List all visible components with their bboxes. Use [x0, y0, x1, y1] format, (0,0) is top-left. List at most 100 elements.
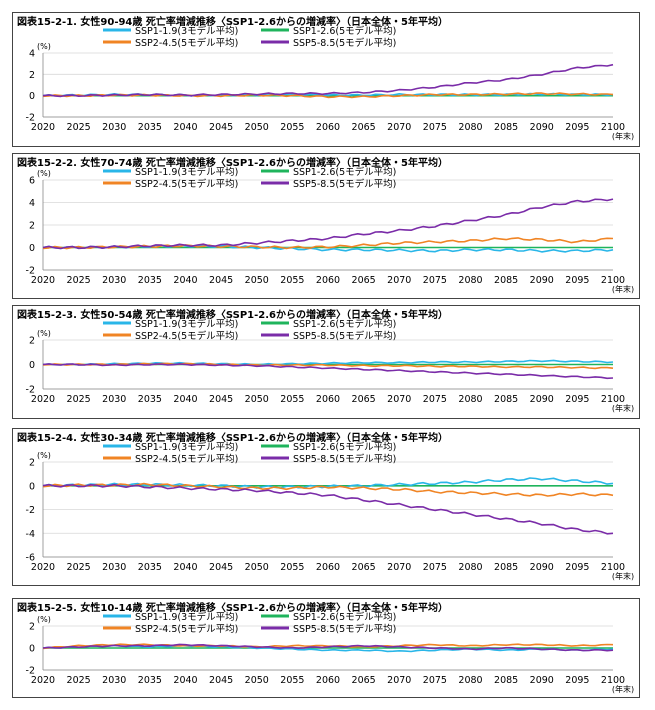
x-tick-label: 2035 [138, 122, 162, 133]
x-tick-label: 2065 [352, 562, 376, 573]
x-tick-label: 2030 [102, 394, 126, 405]
x-tick-label: 2040 [173, 394, 197, 405]
x-tick-label: 2095 [565, 122, 589, 133]
chart-panel-90-94: 図表15-2-1. 女性90-94歳 死亡率増減推移〈SSP1-2.6からの増減… [12, 12, 640, 147]
series-line-ssp1-1-9 [42, 359, 614, 366]
y-tick-label: -2 [26, 266, 35, 277]
legend-label: SSP2-4.5(5モデル平均) [135, 178, 238, 190]
x-tick-label: 2020 [31, 275, 55, 286]
x-tick-label: 2065 [352, 675, 376, 686]
x-tick-label: 2020 [31, 122, 55, 133]
x-tick-label: 2045 [209, 122, 233, 133]
y-unit-label: (%) [37, 169, 51, 178]
x-tick-label: 2060 [316, 122, 340, 133]
x-tick-label: 2020 [31, 562, 55, 573]
x-tick-label: 2060 [316, 675, 340, 686]
x-tick-label: 2035 [138, 394, 162, 405]
x-tick-label: 2030 [102, 122, 126, 133]
chart-title: 図表15-2-5. 女性10-14歳 死亡率増減推移〈SSP1-2.6からの増減… [17, 601, 448, 614]
x-tick-label: 2025 [67, 394, 91, 405]
legend-label: SSP2-4.5(5モデル平均) [135, 453, 238, 465]
x-tick-label: 2060 [316, 394, 340, 405]
x-tick-label: 2055 [280, 675, 304, 686]
x-tick-label: 2070 [387, 122, 411, 133]
legend-label: SSP1-2.6(5モデル平均) [293, 166, 396, 178]
y-tick-label: -2 [26, 113, 35, 124]
x-tick-label: 2060 [316, 562, 340, 573]
x-tick-label: 2080 [458, 675, 482, 686]
y-tick-label: -2 [26, 666, 35, 677]
chart-title: 図表15-2-3. 女性50-54歳 死亡率増減推移〈SSP1-2.6からの増減… [17, 308, 448, 321]
x-tick-label: 2025 [67, 275, 91, 286]
x-tick-label: 2040 [173, 122, 197, 133]
x-tick-label: 2075 [423, 562, 447, 573]
x-tick-label: 2080 [458, 562, 482, 573]
x-tick-label: 2020 [31, 675, 55, 686]
x-tick-label: 2095 [565, 275, 589, 286]
legend-label: SSP1-1.9(3モデル平均) [135, 25, 238, 37]
x-unit-label: (年末) [612, 684, 634, 694]
y-tick-label: 2 [29, 622, 35, 633]
x-tick-label: 2035 [138, 675, 162, 686]
chart-30-34: 図表15-2-4. 女性30-34歳 死亡率増減推移〈SSP1-2.6からの増減… [17, 431, 634, 581]
y-unit-label: (%) [37, 42, 51, 51]
x-tick-label: 2045 [209, 562, 233, 573]
x-tick-label: 2025 [67, 675, 91, 686]
y-tick-label: 0 [29, 91, 35, 102]
legend-label: SSP2-4.5(5モデル平均) [135, 37, 238, 49]
legend-label: SSP5-8.5(5モデル平均) [293, 37, 396, 49]
x-tick-label: 2055 [280, 122, 304, 133]
x-tick-label: 2095 [565, 675, 589, 686]
y-tick-label: 2 [29, 70, 35, 81]
x-tick-label: 2035 [138, 562, 162, 573]
series-line-ssp5-8-5 [42, 198, 614, 250]
x-tick-label: 2095 [565, 394, 589, 405]
x-tick-label: 2050 [245, 675, 269, 686]
x-tick-label: 2035 [138, 275, 162, 286]
series-line-ssp5-8-5 [42, 483, 614, 535]
legend-label: SSP1-2.6(5モデル平均) [293, 611, 396, 623]
x-tick-label: 2070 [387, 675, 411, 686]
x-unit-label: (年末) [612, 403, 634, 413]
x-tick-label: 2075 [423, 122, 447, 133]
legend-label: SSP1-2.6(5モデル平均) [293, 25, 396, 37]
y-unit-label: (%) [37, 329, 51, 338]
y-tick-label: 0 [29, 481, 35, 492]
x-tick-label: 2075 [423, 275, 447, 286]
x-unit-label: (年末) [612, 571, 634, 581]
x-tick-label: 2050 [245, 394, 269, 405]
y-tick-label: 0 [29, 243, 35, 254]
legend-label: SSP1-1.9(3モデル平均) [135, 166, 238, 178]
x-tick-label: 2090 [530, 675, 554, 686]
y-tick-label: -4 [26, 529, 35, 540]
x-tick-label: 2030 [102, 675, 126, 686]
legend-label: SSP5-8.5(5モデル平均) [293, 453, 396, 465]
x-tick-label: 2055 [280, 275, 304, 286]
chart-10-14: 図表15-2-5. 女性10-14歳 死亡率増減推移〈SSP1-2.6からの増減… [17, 601, 634, 694]
x-tick-label: 2060 [316, 275, 340, 286]
series-line-ssp1-1-9 [42, 477, 614, 489]
x-tick-label: 2100 [601, 122, 625, 133]
x-tick-label: 2100 [601, 675, 625, 686]
series-line-ssp5-8-5 [42, 643, 614, 652]
x-tick-label: 2085 [494, 122, 518, 133]
x-tick-label: 2100 [601, 275, 625, 286]
x-tick-label: 2045 [209, 394, 233, 405]
x-tick-label: 2040 [173, 675, 197, 686]
x-tick-label: 2065 [352, 275, 376, 286]
x-tick-label: 2070 [387, 275, 411, 286]
x-tick-label: 2080 [458, 394, 482, 405]
chart-panel-30-34: 図表15-2-4. 女性30-34歳 死亡率増減推移〈SSP1-2.6からの増減… [12, 428, 640, 586]
x-tick-label: 2095 [565, 562, 589, 573]
legend-label: SSP2-4.5(5モデル平均) [135, 623, 238, 635]
chart-90-94: 図表15-2-1. 女性90-94歳 死亡率増減推移〈SSP1-2.6からの増減… [17, 15, 634, 141]
x-tick-label: 2030 [102, 275, 126, 286]
legend-label: SSP5-8.5(5モデル平均) [293, 178, 396, 190]
x-tick-label: 2075 [423, 675, 447, 686]
legend-label: SSP5-8.5(5モデル平均) [293, 330, 396, 342]
x-tick-label: 2050 [245, 122, 269, 133]
x-tick-label: 2025 [67, 562, 91, 573]
x-tick-label: 2070 [387, 394, 411, 405]
x-tick-label: 2080 [458, 122, 482, 133]
legend-label: SSP2-4.5(5モデル平均) [135, 330, 238, 342]
